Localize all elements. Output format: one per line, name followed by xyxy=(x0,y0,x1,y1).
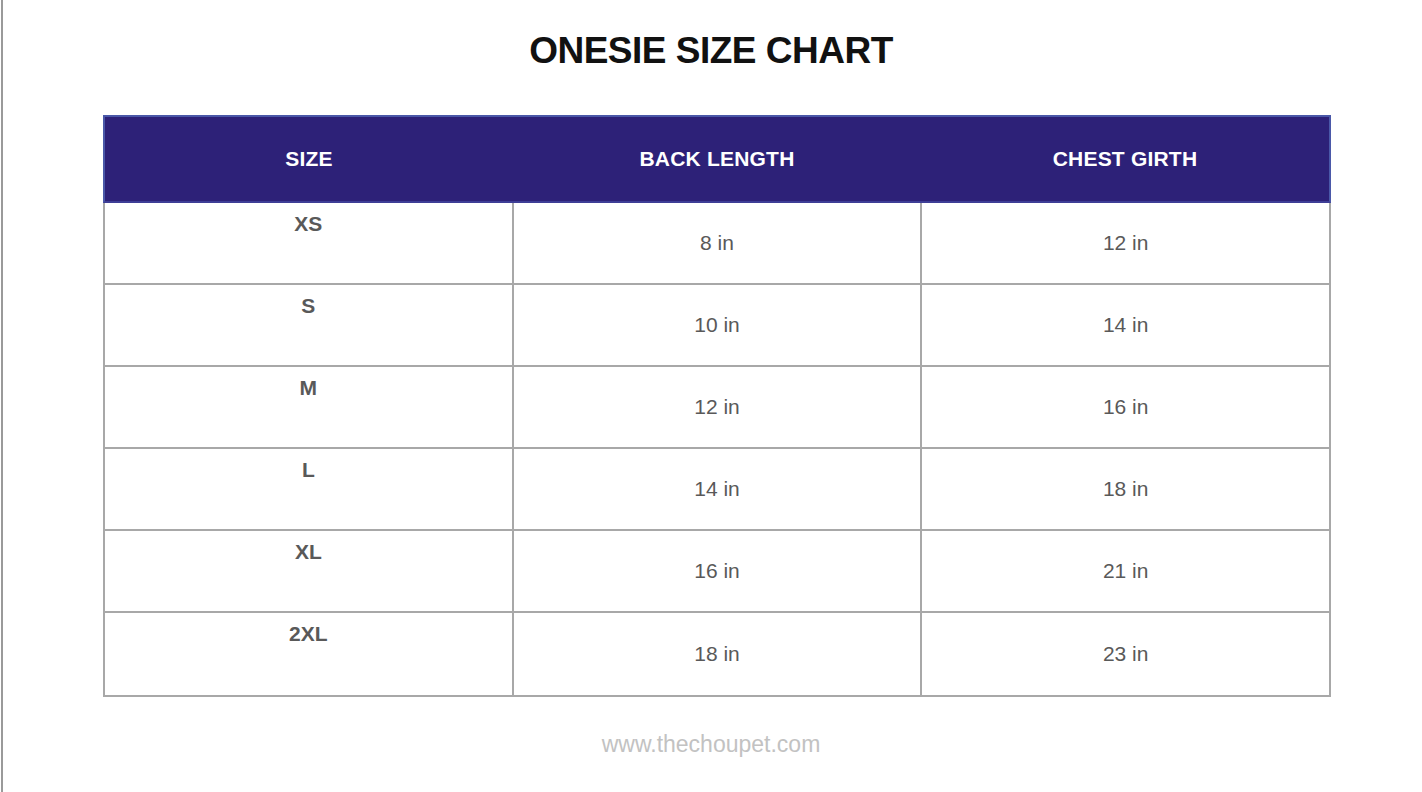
chest-girth-value: 18 in xyxy=(920,449,1329,529)
website-url: www.thechoupet.com xyxy=(0,731,1422,758)
back-length-value: 14 in xyxy=(512,449,921,529)
size-label: XL xyxy=(105,531,512,611)
back-length-value: 18 in xyxy=(512,613,921,695)
back-length-value: 16 in xyxy=(512,531,921,611)
table-row: XS 8 in 12 in xyxy=(105,203,1329,285)
table-row: XL 16 in 21 in xyxy=(105,531,1329,613)
back-length-value: 12 in xyxy=(512,367,921,447)
chest-girth-value: 14 in xyxy=(920,285,1329,365)
header-chest-girth: CHEST GIRTH xyxy=(921,117,1329,201)
size-label: L xyxy=(105,449,512,529)
size-chart-table: SIZE BACK LENGTH CHEST GIRTH XS 8 in 12 … xyxy=(103,115,1331,697)
chest-girth-value: 21 in xyxy=(920,531,1329,611)
table-row: 2XL 18 in 23 in xyxy=(105,613,1329,695)
size-label: S xyxy=(105,285,512,365)
size-label: XS xyxy=(105,203,512,283)
header-back-length: BACK LENGTH xyxy=(513,117,921,201)
chest-girth-value: 16 in xyxy=(920,367,1329,447)
back-length-value: 10 in xyxy=(512,285,921,365)
back-length-value: 8 in xyxy=(512,203,921,283)
header-size: SIZE xyxy=(105,117,513,201)
window-left-edge xyxy=(1,0,3,792)
page-title: ONESIE SIZE CHART xyxy=(0,30,1422,72)
table-body: XS 8 in 12 in S 10 in 14 in M 12 in 16 i… xyxy=(103,203,1331,697)
table-row: L 14 in 18 in xyxy=(105,449,1329,531)
table-row: M 12 in 16 in xyxy=(105,367,1329,449)
chest-girth-value: 23 in xyxy=(920,613,1329,695)
chest-girth-value: 12 in xyxy=(920,203,1329,283)
table-header-row: SIZE BACK LENGTH CHEST GIRTH xyxy=(103,115,1331,203)
size-label: M xyxy=(105,367,512,447)
table-row: S 10 in 14 in xyxy=(105,285,1329,367)
size-label: 2XL xyxy=(105,613,512,695)
